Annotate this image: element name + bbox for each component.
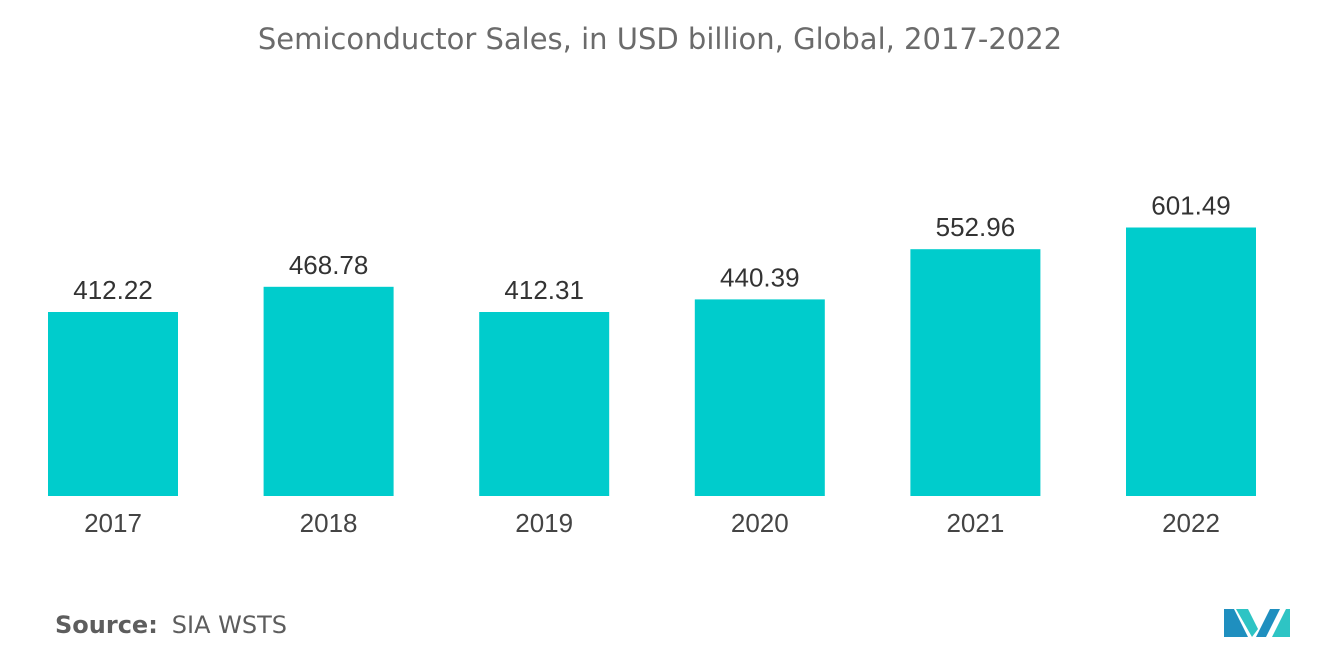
source-value: SIA WSTS — [171, 611, 288, 639]
x-tick-label-2019: 2019 — [515, 508, 573, 538]
x-tick-label-2021: 2021 — [946, 508, 1004, 538]
logo-shape-mid-right — [1256, 609, 1280, 637]
x-tick-label-2022: 2022 — [1162, 508, 1220, 538]
bar-2021 — [910, 249, 1041, 496]
data-label-2017: 412.22 — [73, 275, 153, 305]
data-labels-layer: 412.22 468.78 412.31 440.39 552.96 601.49 — [73, 191, 1231, 306]
logo-shape-left — [1224, 609, 1248, 637]
mordor-intelligence-logo-icon — [1224, 609, 1290, 637]
bar-2020 — [694, 299, 825, 496]
bar-2022 — [1126, 227, 1256, 496]
source-note: Source: SIA WSTS — [55, 611, 287, 639]
bar-chart: 412.22 468.78 412.31 440.39 552.96 601.49 201… — [48, 191, 1256, 538]
data-label-2022: 601.49 — [1151, 191, 1231, 221]
bars-layer — [48, 227, 1256, 496]
data-label-2019: 412.31 — [504, 275, 584, 305]
data-label-2018: 468.78 — [289, 250, 369, 280]
data-label-2020: 440.39 — [720, 262, 800, 292]
x-tick-label-2017: 2017 — [84, 508, 142, 538]
x-tick-labels-layer: 2017 2018 2019 2020 2021 2022 — [84, 508, 1220, 538]
source-label: Source: — [55, 611, 158, 639]
data-label-2021: 552.96 — [936, 212, 1016, 242]
x-tick-label-2018: 2018 — [300, 508, 358, 538]
logo-shape-right — [1272, 609, 1290, 637]
bar-2018 — [263, 286, 394, 496]
chart-title: Semiconductor Sales, in USD billion, Glo… — [257, 22, 1063, 56]
bar-2019 — [479, 312, 610, 496]
logo-shape-mid-left — [1236, 609, 1258, 637]
bar-2017 — [48, 312, 178, 496]
x-tick-label-2020: 2020 — [731, 508, 789, 538]
